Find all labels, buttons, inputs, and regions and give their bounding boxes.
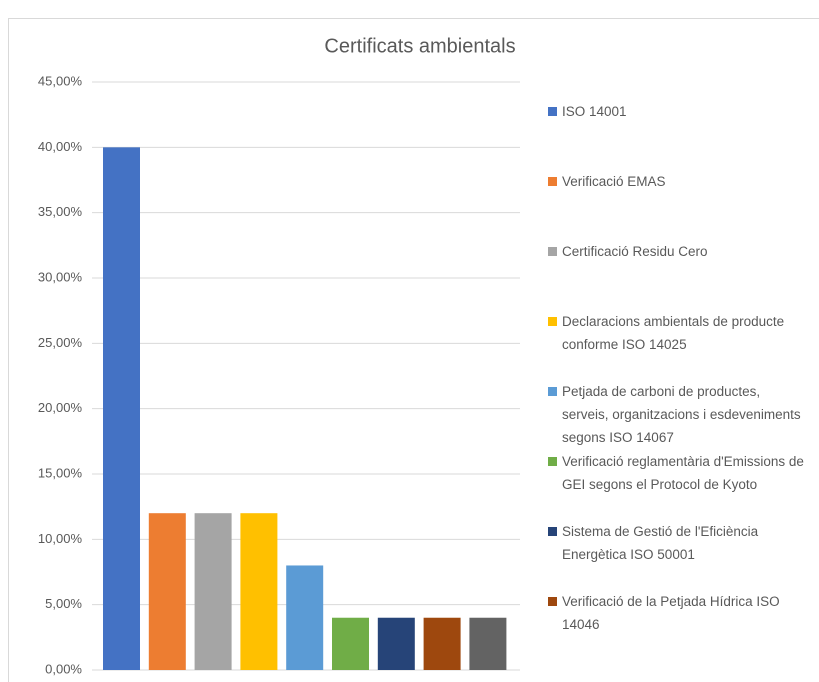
legend-swatch xyxy=(548,247,557,256)
bar xyxy=(148,513,186,670)
legend-label: ISO 14001 xyxy=(562,104,627,119)
legend-swatch xyxy=(548,457,557,466)
bar xyxy=(469,617,507,670)
y-tick-label: 5,00% xyxy=(45,596,82,611)
y-tick-label: 25,00% xyxy=(38,335,83,350)
bar xyxy=(103,147,140,671)
y-tick-label: 40,00% xyxy=(38,139,83,154)
legend-label: Verificació reglamentària d'Emissions de… xyxy=(562,454,804,492)
legend-swatch xyxy=(548,527,557,536)
y-tick-label: 10,00% xyxy=(38,531,83,546)
legend-item: Petjada de carboni de productes, serveis… xyxy=(548,380,810,449)
legend-swatch xyxy=(548,387,557,396)
legend-label: Declaracions ambientals de producte conf… xyxy=(562,314,785,352)
y-tick-label: 30,00% xyxy=(38,269,83,284)
y-tick-label: 20,00% xyxy=(38,400,83,415)
legend-item: Verificació de la Petjada Hídrica ISO 14… xyxy=(548,590,810,636)
legend-label: Sistema de Gestió de l'Eficiència Energè… xyxy=(562,524,759,562)
y-tick-label: 15,00% xyxy=(38,465,83,480)
legend-item: Sistema de Gestió de l'Eficiència Energè… xyxy=(548,520,810,566)
chart-frame xyxy=(8,18,819,682)
legend-label: Verificació de la Petjada Hídrica ISO 14… xyxy=(562,594,780,632)
y-tick-label: 0,00% xyxy=(45,661,82,676)
legend-swatch xyxy=(548,597,557,606)
y-tick-label: 45,00% xyxy=(38,73,83,88)
legend-swatch xyxy=(548,107,557,116)
legend-swatch xyxy=(548,177,557,186)
bar xyxy=(377,617,415,670)
bar xyxy=(332,617,369,670)
legend-item: Verificació EMAS xyxy=(548,170,810,193)
y-tick-label: 35,00% xyxy=(38,204,83,219)
legend-label: Petjada de carboni de productes, serveis… xyxy=(562,384,801,445)
legend-label: Verificació EMAS xyxy=(562,174,666,189)
legend-label: Certificació Residu Cero xyxy=(562,244,708,259)
bar xyxy=(194,513,232,670)
bar xyxy=(423,617,461,670)
legend-item: ISO 14001 xyxy=(548,100,810,123)
legend-item: Certificació Residu Cero xyxy=(548,240,810,263)
legend-swatch xyxy=(548,317,557,326)
bar xyxy=(286,565,324,670)
bar xyxy=(240,513,278,670)
legend-item: Verificació reglamentària d'Emissions de… xyxy=(548,450,810,496)
chart-title: Certificats ambientals xyxy=(324,35,515,57)
legend-item: Declaracions ambientals de producte conf… xyxy=(548,310,810,356)
